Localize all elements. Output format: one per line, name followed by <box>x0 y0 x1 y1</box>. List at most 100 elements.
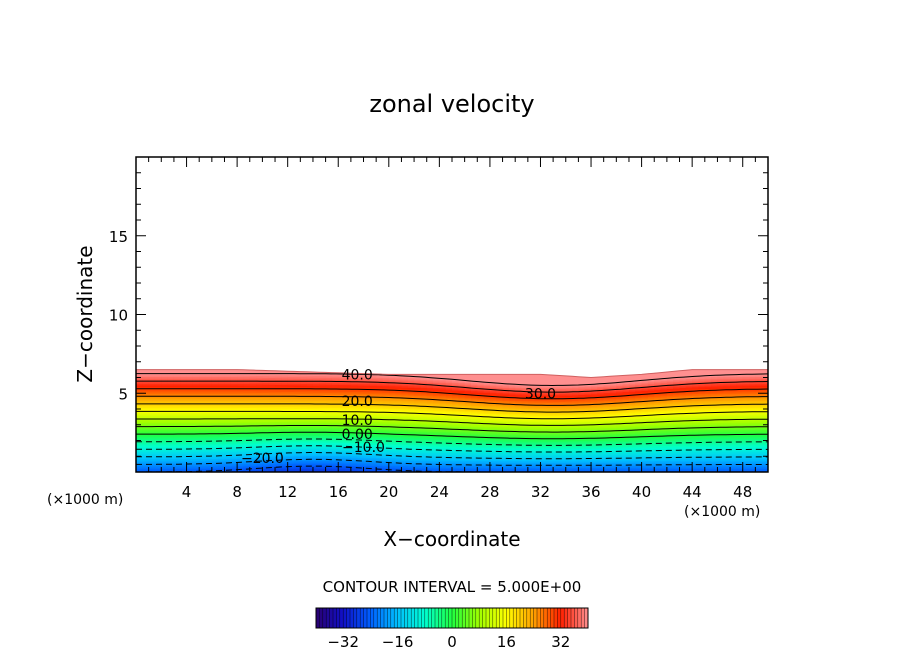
field-cell <box>331 407 339 410</box>
field-cell <box>230 413 238 417</box>
field-cell <box>508 379 516 382</box>
field-cell <box>369 419 377 422</box>
field-cell <box>439 450 447 454</box>
field-cell <box>350 470 358 472</box>
field-cell <box>224 449 232 453</box>
field-cell <box>256 448 263 451</box>
field-cell <box>647 457 655 460</box>
field-cell <box>211 386 219 389</box>
field-cell <box>426 426 434 429</box>
field-cell <box>610 380 617 384</box>
field-cell <box>502 458 510 462</box>
field-cell <box>287 428 295 431</box>
field-cell <box>192 378 200 381</box>
field-cell <box>572 421 579 424</box>
field-cell <box>167 444 175 448</box>
field-cell <box>502 413 510 416</box>
field-cell <box>319 447 327 450</box>
field-cell <box>331 384 339 387</box>
field-cell <box>464 431 472 434</box>
field-cell <box>420 462 428 465</box>
field-cell <box>382 444 390 447</box>
field-cell <box>433 405 440 408</box>
field-cell <box>521 419 529 423</box>
field-cell <box>262 470 270 472</box>
field-cell <box>249 382 257 385</box>
field-cell <box>647 398 655 401</box>
field-cell <box>654 422 662 425</box>
field-cell <box>325 460 333 463</box>
field-cell <box>610 428 617 432</box>
field-cell <box>350 389 358 392</box>
field-cell <box>249 383 257 386</box>
field-cell <box>445 444 453 447</box>
field-cell <box>357 391 365 394</box>
field-cell <box>230 437 238 441</box>
field-cell <box>256 399 263 402</box>
field-cell <box>249 429 257 432</box>
field-cell <box>470 449 478 452</box>
field-cell <box>306 420 314 423</box>
field-cell <box>357 437 365 440</box>
field-cell <box>534 387 542 390</box>
field-cell <box>325 470 333 472</box>
field-cell <box>173 376 181 379</box>
field-cell <box>414 437 421 441</box>
field-cell <box>294 440 301 443</box>
field-cell <box>452 434 459 437</box>
field-cell <box>294 374 301 378</box>
field-cell <box>154 431 162 434</box>
field-cell <box>584 396 592 399</box>
field-cell <box>489 449 497 452</box>
field-cell <box>167 383 175 386</box>
field-cell <box>502 462 510 465</box>
field-cell <box>331 385 339 389</box>
field-cell <box>470 450 478 454</box>
field-cell <box>287 466 295 470</box>
field-cell <box>401 375 409 379</box>
field-cell <box>275 406 282 409</box>
field-cell <box>230 400 238 403</box>
field-cell <box>464 385 472 388</box>
field-cell <box>268 385 276 389</box>
field-cell <box>508 429 516 432</box>
field-cell <box>540 405 548 408</box>
field-cell <box>230 441 238 444</box>
field-cell <box>508 452 516 455</box>
field-cell <box>357 404 365 407</box>
field-cell <box>312 420 320 423</box>
field-cell <box>186 378 194 381</box>
field-cell <box>647 440 655 444</box>
field-cell <box>635 410 643 413</box>
field-cell <box>540 400 548 403</box>
field-cell <box>294 433 301 436</box>
field-cell <box>622 397 630 401</box>
field-cell <box>357 384 365 388</box>
field-cell <box>388 424 396 428</box>
field-cell <box>369 401 377 404</box>
field-cell <box>319 438 327 442</box>
field-cell <box>641 465 649 468</box>
field-cell <box>508 428 516 431</box>
field-cell <box>578 440 586 443</box>
field-cell <box>300 425 308 428</box>
field-cell <box>275 382 282 385</box>
field-cell <box>641 419 649 422</box>
field-cell <box>470 465 478 468</box>
field-cell <box>578 449 586 452</box>
field-cell <box>407 436 415 439</box>
field-cell <box>376 452 384 455</box>
field-cell <box>154 439 162 442</box>
field-cell <box>540 463 548 467</box>
field-cell <box>426 375 434 379</box>
field-cell <box>369 447 377 450</box>
field-cell <box>401 408 409 411</box>
field-cell <box>489 374 497 377</box>
field-cell <box>268 466 276 470</box>
field-cell <box>515 402 523 405</box>
field-cell <box>433 416 440 419</box>
field-cell <box>319 443 327 447</box>
field-cell <box>572 446 579 449</box>
field-cell <box>281 463 289 466</box>
field-cell <box>325 405 333 408</box>
